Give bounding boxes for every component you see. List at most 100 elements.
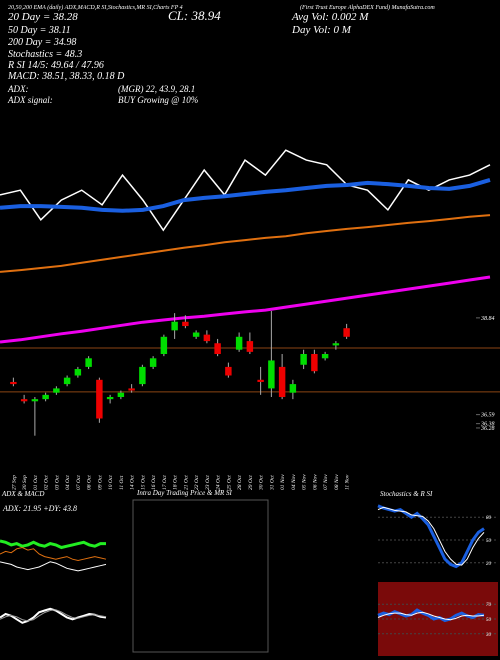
candle-body (268, 360, 275, 389)
average-line (0, 177, 491, 213)
candle-body (160, 336, 168, 354)
candle-body (171, 321, 178, 331)
candle-body (246, 341, 254, 352)
header-text: (First Trust Europe AlphaDEX Fund) Munaf… (300, 4, 435, 11)
candle-body (257, 379, 264, 382)
candle-body (149, 358, 157, 367)
y-tick-label: 36.59 (480, 413, 495, 419)
header-text: Avg Vol: 0.002 M (291, 11, 369, 23)
x-tick-label: 02 Oct (44, 475, 50, 490)
header-text: CL: 38.94 (168, 8, 221, 23)
y-tick-label: 30 (486, 633, 492, 638)
indicator-line (377, 506, 485, 566)
header-text: 200 Day = 34.98 (8, 37, 76, 48)
x-tick-label: 05 Nov (302, 474, 308, 490)
candle-body (192, 332, 200, 337)
x-tick-label: 09 Oct (97, 475, 103, 490)
y-tick-label: 70 (486, 603, 492, 608)
indicator-line (0, 609, 107, 622)
candle-body (332, 343, 340, 346)
intraday-title: Intra Day Trading Price & MR SI (136, 489, 233, 497)
candle-body (343, 328, 350, 337)
x-tick-label: 06 Nov (312, 474, 318, 490)
candle-body (106, 397, 114, 400)
x-tick-label: 25 Oct (226, 475, 232, 490)
header-text: BUY Growing @ 10% (118, 95, 198, 105)
x-tick-label: 18 Oct (173, 475, 179, 490)
y-tick-label: 20 (486, 562, 492, 567)
candle-body (42, 394, 49, 400)
header-text: R SI 14/5: 49.64 / 47.96 (7, 60, 104, 71)
indicator-line (377, 611, 485, 621)
y-tick-label: 50 (486, 618, 492, 623)
x-tick-label: 30 Sep (22, 475, 28, 491)
header-text: Stochastics = 48.3 (8, 49, 82, 60)
candle-body (128, 388, 135, 391)
x-tick-label: 22 Oct (194, 475, 200, 490)
intraday-box (132, 499, 269, 653)
panel-title: ADX & MACD (1, 490, 44, 498)
x-tick-label: 11 Nov (345, 474, 351, 490)
candle-body (117, 392, 125, 397)
x-tick-label: 04 Nov (290, 474, 297, 490)
x-tick-label: 11 Oct (119, 475, 125, 490)
x-tick-label: 17 Oct (162, 475, 168, 490)
y-tick-label: 80 (486, 516, 492, 521)
candle-body (225, 366, 232, 376)
y-tick-label: 36.38 (480, 422, 495, 428)
candle-body (31, 399, 39, 402)
x-tick-label: 01 Nov (280, 474, 286, 490)
candle-body (278, 366, 286, 397)
x-tick-label: 16 Oct (151, 475, 157, 490)
x-tick-label: 15 Oct (140, 475, 146, 490)
header-text: 20,50,200 EMA (daily) ADX,MACD,R SI,Stoc… (8, 4, 183, 11)
x-tick-label: 29 Oct (248, 475, 254, 490)
x-tick-label: 23 Oct (205, 475, 211, 490)
y-tick-label: 36.28 (480, 426, 495, 432)
x-tick-label: 27 Sep (11, 475, 17, 490)
average-line (0, 149, 491, 232)
y-tick-label: 38.84 (480, 315, 495, 322)
header-text: 20 Day = 38.28 (8, 11, 78, 23)
x-tick-label: 08 Nov (334, 474, 340, 490)
x-tick-label: 04 Oct (64, 475, 71, 490)
header-text: MACD: 38.51, 38.33, 0.18 D (7, 71, 125, 82)
x-tick-label: 07 Nov (323, 474, 329, 490)
header-text: (MGR) 22, 43.9, 28.1 (118, 84, 195, 94)
panel-title: Stochastics & R SI (380, 490, 433, 498)
header-text: ADX signal: (7, 95, 53, 105)
header-text: ADX: (7, 84, 29, 94)
x-tick-label: 01 Oct (33, 475, 39, 490)
x-tick-label: 31 Oct (269, 475, 275, 491)
candle-body (53, 388, 60, 393)
candle-body (63, 377, 71, 385)
candle-body (321, 354, 329, 359)
x-tick-label: 30 Oct (259, 475, 265, 491)
panel-annotation: ADX: 21.95 +DY: 43.8 (2, 504, 77, 513)
candle-body (235, 336, 243, 350)
x-tick-label: 28 Oct (237, 475, 243, 490)
average-line (0, 214, 491, 273)
x-tick-label: 10 Oct (108, 475, 114, 490)
candle-body (139, 366, 146, 385)
candle-body (289, 384, 297, 393)
candle-body (96, 379, 103, 419)
indicator-line (0, 561, 107, 572)
y-tick-label: 50 (486, 539, 492, 544)
header-text: Day Vol: 0 M (291, 24, 352, 36)
x-tick-label: 14 Oct (129, 475, 136, 490)
indicator-line (0, 539, 106, 550)
candle-body (203, 334, 211, 342)
candle-body (74, 369, 82, 376)
candle-body (300, 354, 307, 365)
x-tick-label: 21 Oct (183, 475, 189, 490)
x-tick-label: 24 Oct (215, 475, 222, 490)
header-text: 50 Day = 38.11 (8, 25, 71, 36)
candle-body (311, 354, 318, 372)
average-line (0, 275, 491, 344)
x-tick-label: 07 Oct (76, 475, 82, 490)
indicator-line (0, 546, 107, 562)
candle-body (85, 358, 92, 367)
candle-body (182, 321, 189, 327)
